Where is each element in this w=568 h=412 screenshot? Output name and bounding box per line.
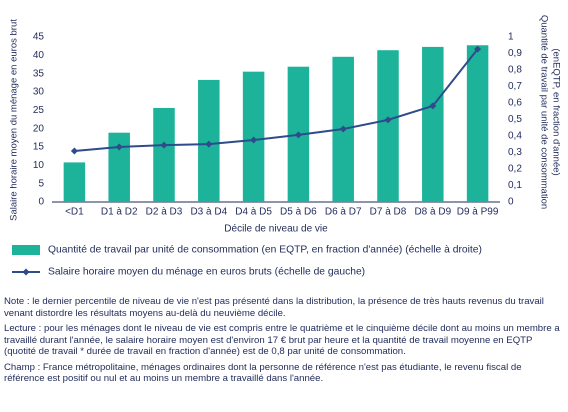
- x-tick-label: D8 à D9: [414, 207, 451, 218]
- y2-tick-label: 0,8: [508, 65, 522, 76]
- note: Champ : France métropolitaine, ménages o…: [4, 361, 522, 385]
- line-marker: [205, 140, 213, 148]
- x-tick-label: D6 à D7: [325, 207, 362, 218]
- y-tick-label: 10: [33, 160, 45, 171]
- line-marker: [339, 125, 347, 133]
- y2-tick-label: 0: [508, 197, 514, 208]
- line-marker: [384, 116, 392, 124]
- bar: [422, 46, 444, 203]
- note: Note : le dernier percentile de niveau d…: [4, 296, 544, 319]
- y-tick-label: 0: [38, 197, 44, 208]
- x-tick-label: <D1: [65, 207, 84, 218]
- line-marker: [474, 45, 482, 53]
- line: [74, 48, 479, 153]
- line-marker: [429, 102, 437, 110]
- y-tick-label: 45: [33, 32, 45, 43]
- legend-swatch: [22, 268, 30, 276]
- x-tick-label: D9 à P99: [457, 207, 499, 218]
- y-tick-label: 5: [38, 178, 44, 189]
- x-axis-label: Décile de niveau de vie: [224, 224, 328, 235]
- y2-tick-label: 0,4: [508, 131, 522, 142]
- line-marker: [294, 131, 302, 139]
- legend-label: Quantité de travail par unité de consomm…: [48, 245, 482, 256]
- y-tick-label: 35: [33, 68, 45, 79]
- y2-tick-label: 0,5: [508, 114, 522, 125]
- y-tick-label: 30: [33, 87, 45, 98]
- y-tick-label: 25: [33, 105, 45, 116]
- note: Lecture : pour les ménages dont le nivea…: [4, 323, 560, 357]
- y-tick-label: 40: [33, 50, 45, 61]
- bar: [466, 45, 489, 202]
- y-tick-label: 20: [33, 123, 45, 134]
- y2-tick-label: 0,9: [508, 48, 522, 59]
- bar: [153, 107, 175, 202]
- bar: [377, 50, 399, 203]
- bar: [63, 162, 86, 202]
- y2-axis-label: (enEQTP, en fraction d'année): [550, 48, 561, 175]
- notes: Note : le dernier percentile de niveau d…: [4, 296, 560, 389]
- y2-tick-label: 0,6: [508, 98, 522, 109]
- legend-label: Salaire horaire moyen du ménage en euros…: [48, 267, 365, 278]
- y2-tick-label: 0,7: [508, 81, 522, 92]
- x-tick-label: D5 à D6: [280, 207, 317, 218]
- y-axis-label: Salaire horaire moyen du ménage en euros…: [9, 19, 20, 221]
- y-tick-label: 15: [33, 142, 45, 153]
- x-tick-label: D7 à D8: [370, 207, 407, 218]
- y2-axis-label: Quantité de travail par unité de consomm…: [538, 15, 549, 209]
- line-marker: [115, 143, 123, 151]
- chart: Salaire horaire moyen du ménage en euros…: [9, 15, 562, 278]
- line-marker: [250, 136, 258, 144]
- x-tick-label: D4 à D5: [235, 207, 272, 218]
- bar: [108, 132, 130, 202]
- y2-tick-label: 0,3: [508, 147, 522, 158]
- x-tick-label: D3 à D4: [190, 207, 227, 218]
- y2-tick-label: 0,2: [508, 164, 522, 175]
- x-tick-label: D2 à D3: [146, 207, 183, 218]
- y2-tick-label: 1: [508, 32, 514, 43]
- y2-tick-label: 0,1: [508, 180, 522, 191]
- x-tick-label: D1 à D2: [101, 207, 138, 218]
- legend-swatch: [12, 245, 40, 255]
- line-marker: [160, 141, 168, 149]
- line-marker: [70, 147, 78, 155]
